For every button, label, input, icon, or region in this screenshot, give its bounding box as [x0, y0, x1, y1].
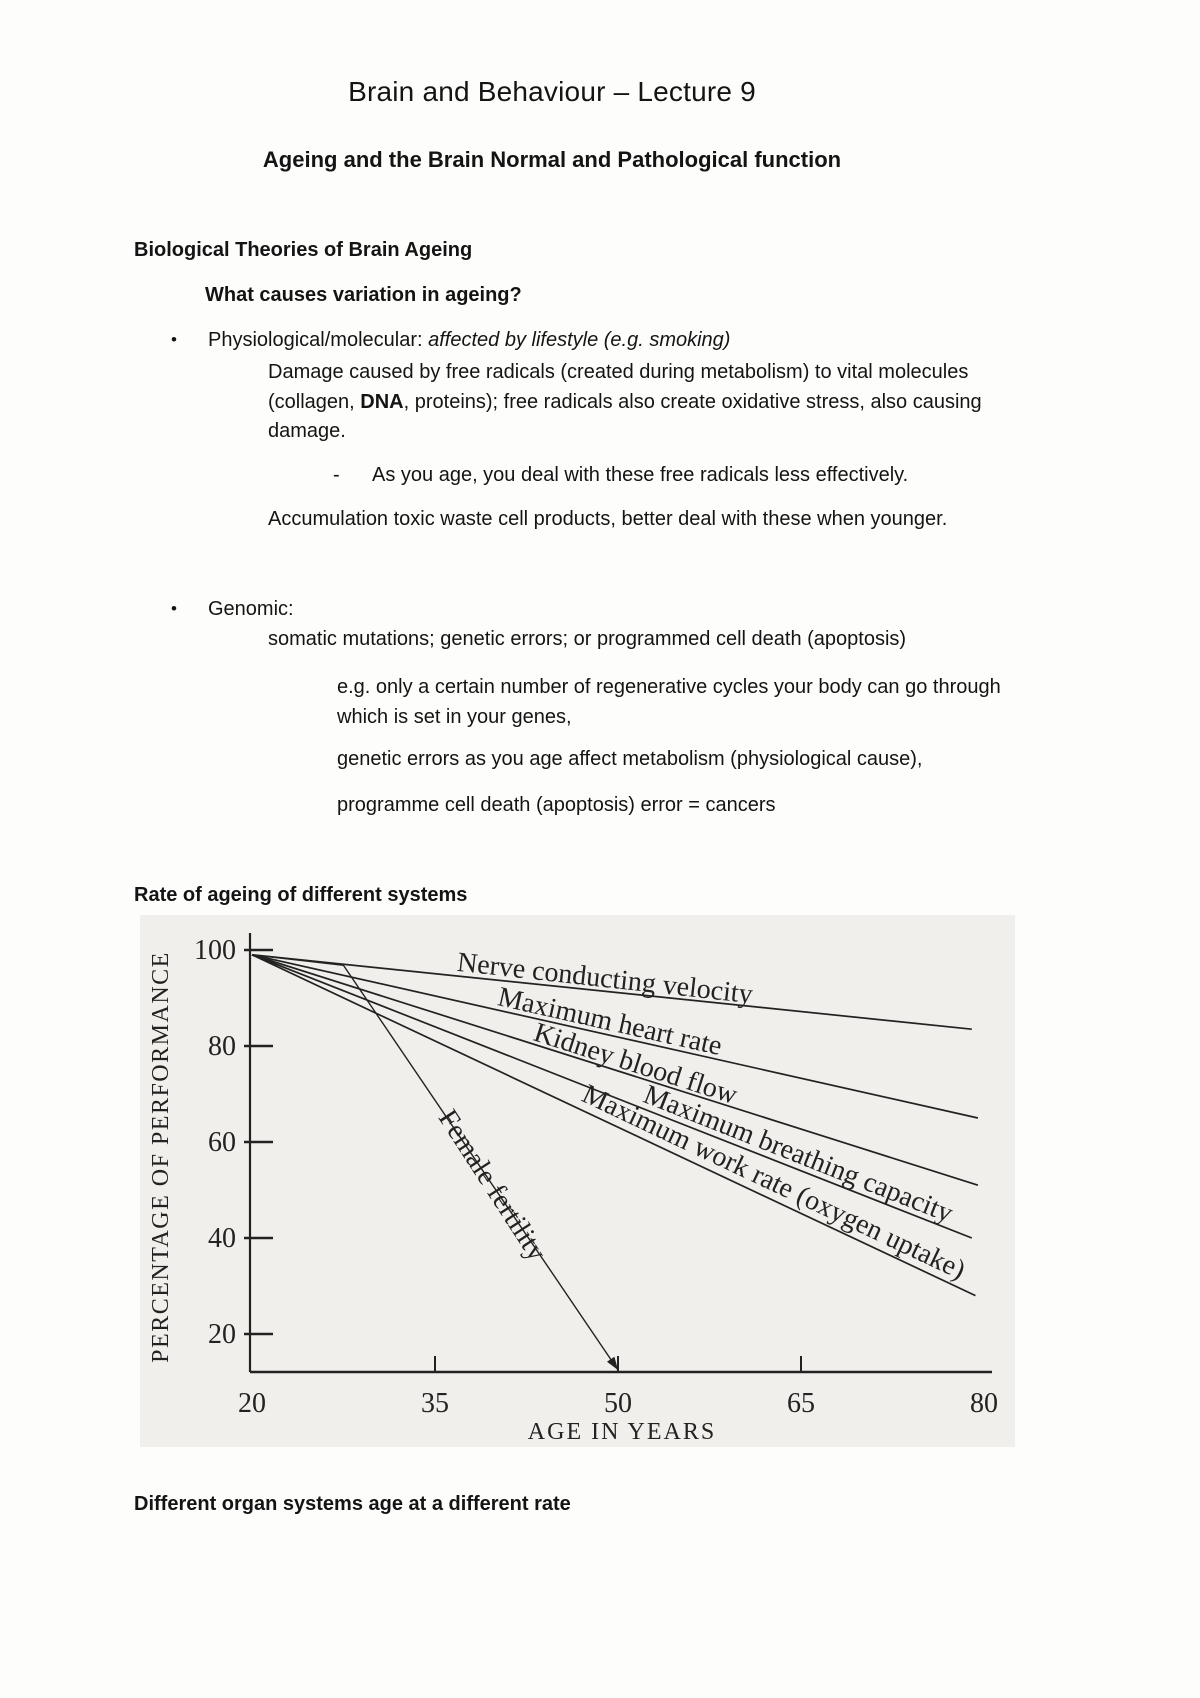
- ageing-chart-figure: 100 80 60 40 20 20 35 50 65 80 AGE IN YEARS PERCENT…: [140, 915, 1015, 1447]
- free-radicals-line2a: (collagen,: [268, 390, 361, 413]
- paragraph-free-radicals-line3: damage.: [268, 420, 346, 442]
- paragraph-somatic: somatic mutations; genetic errors; or pr…: [268, 628, 907, 650]
- ageing-chart-svg: 100 80 60 40 20 20 35 50 65 80 AGE IN YEARS PERCENT…: [148, 933, 998, 1445]
- dash-icon: -: [333, 464, 340, 486]
- heading-biological-theories: Biological Theories of Brain Ageing: [134, 239, 473, 261]
- paragraph-genetic-errors: genetic errors as you age affect metabol…: [337, 748, 923, 770]
- heading-rate-of-ageing: Rate of ageing of different systems: [134, 884, 468, 906]
- svg-text:80: 80: [970, 1388, 998, 1419]
- document-subtitle: Ageing and the Brain Normal and Patholog…: [262, 147, 842, 172]
- document-title: Brain and Behaviour – Lecture 9: [348, 76, 756, 107]
- svg-text:35: 35: [421, 1388, 449, 1419]
- bullet-item-physiological: • Physiological/molecular: affected by li…: [171, 329, 730, 352]
- paragraph-free-radicals-line2: (collagen, DNA, proteins); free radicals…: [268, 388, 982, 418]
- paragraph-regenerative: e.g. only a certain number of regenerati…: [337, 673, 1001, 732]
- paragraph-free-radicals: Damage caused by free radicals (created …: [268, 358, 982, 447]
- svg-text:80: 80: [208, 1031, 236, 1062]
- paragraph-accumulation: Accumulation toxic waste cell products, …: [268, 508, 948, 530]
- svg-text:Female fertility: Female fertility: [432, 1104, 552, 1266]
- physiological-lifestyle-italic: affected by lifestyle (e.g. smoking): [428, 329, 731, 351]
- bullet-item-genomic: • Genomic:: [171, 598, 294, 621]
- dash-item-text: As you age, you deal with these free rad…: [372, 464, 909, 486]
- svg-text:100: 100: [194, 935, 236, 966]
- paragraph-free-radicals-line1: Damage caused by free radicals (created …: [268, 361, 969, 383]
- free-radicals-dna-bold: DNA: [360, 390, 404, 413]
- free-radicals-line2b: , proteins); free radicals also create o…: [403, 390, 982, 413]
- dash-item-free-radicals: - As you age, you deal with these free ra…: [333, 464, 908, 487]
- paragraph-apoptosis-error: programme cell death (apoptosis) error =…: [337, 794, 776, 816]
- bullet-icon: •: [171, 599, 177, 618]
- paragraph-regenerative-line2: which is set in your genes,: [337, 705, 572, 728]
- bullet-icon: •: [171, 330, 177, 349]
- svg-text:20: 20: [238, 1388, 266, 1419]
- svg-text:40: 40: [208, 1223, 236, 1254]
- svg-text:AGE IN YEARS: AGE IN YEARS: [528, 1419, 716, 1445]
- svg-text:PERCENTAGE OF PERFORMANCE: PERCENTAGE OF PERFORMANCE: [148, 951, 174, 1363]
- heading-question: What causes variation in ageing?: [205, 284, 522, 306]
- svg-text:65: 65: [787, 1388, 815, 1419]
- svg-text:20: 20: [208, 1319, 236, 1350]
- svg-text:50: 50: [604, 1388, 632, 1419]
- svg-text:60: 60: [208, 1127, 236, 1158]
- heading-different-organ-systems: Different organ systems age at a differe…: [134, 1493, 571, 1515]
- physiological-label: Physiological/molecular:: [208, 329, 429, 351]
- paragraph-regenerative-line1: e.g. only a certain number of regenerati…: [337, 676, 1001, 698]
- genomic-label: Genomic:: [208, 598, 294, 620]
